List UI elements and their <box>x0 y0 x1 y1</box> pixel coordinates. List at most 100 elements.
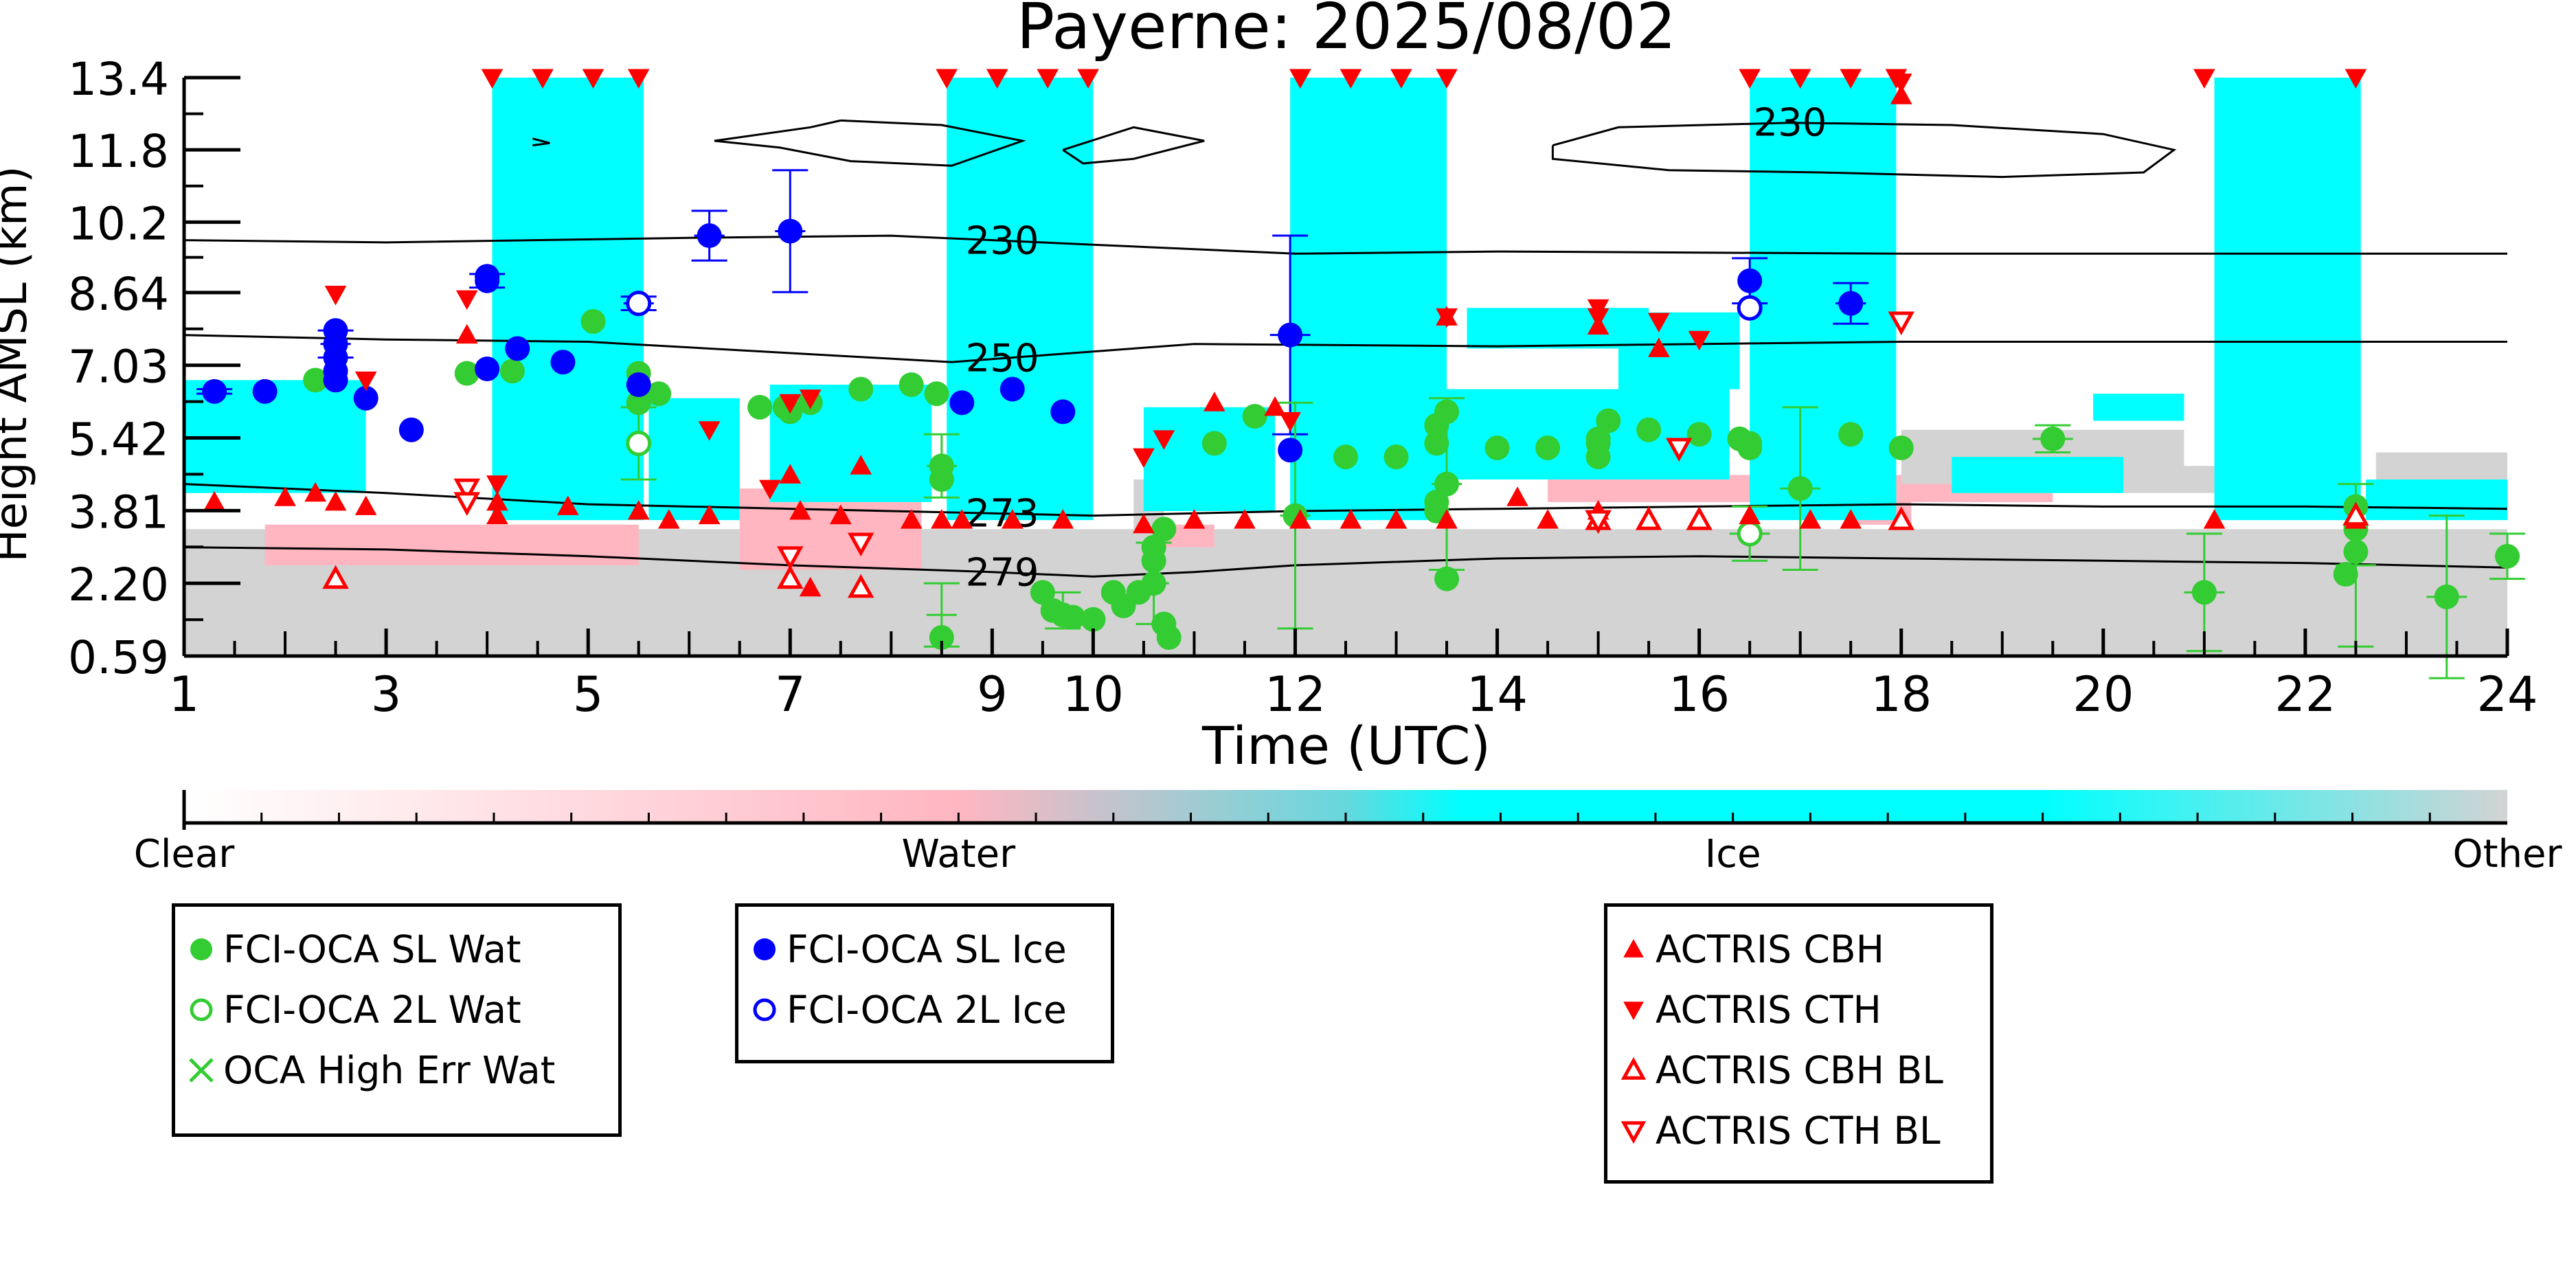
legend-marker-shape <box>190 998 213 1021</box>
actris-cbh-point <box>1183 509 1206 529</box>
legend-marker-shape <box>1623 1002 1644 1021</box>
legend-label: OCA High Err Wat <box>223 1048 556 1092</box>
legend-label: ACTRIS CTH BL <box>1656 1109 1941 1153</box>
fci-oca-sl-wat-point <box>1030 580 1055 605</box>
actris-cth-point <box>1789 69 1811 89</box>
actris-cbh-bl-point <box>1888 506 1914 530</box>
legend-marker-shape <box>753 998 776 1021</box>
fci-oca-2l-wat-point <box>626 430 652 456</box>
actris-cbh-point <box>1289 509 1311 529</box>
fci-oca-sl-ice-point <box>778 218 803 244</box>
legend-item: ACTRIS CTH <box>1607 988 1882 1032</box>
actris-cth-bl-point <box>453 478 480 503</box>
actris-cbh-point <box>1436 509 1458 529</box>
legend-ice: FCI-OCA SL Ice FCI-OCA 2L Ice <box>735 903 1114 1063</box>
x-tick-label: 20 <box>2072 666 2134 723</box>
x-axis-label: Time (UTC) <box>1201 715 1491 776</box>
actris-cbh-point <box>455 324 478 344</box>
mask-ice <box>2366 479 2507 521</box>
fci-oca-sl-wat-point <box>1585 426 1611 451</box>
legend-item: FCI-OCA 2L Ice <box>738 988 1067 1032</box>
fci-oca-sl-ice-point <box>949 390 975 416</box>
fci-oca-sl-ice-point <box>398 417 424 442</box>
legend-marker-shape <box>190 938 212 960</box>
fci-oca-sl-wat-point <box>1434 471 1460 497</box>
actris-cbh-point <box>829 504 852 525</box>
legend-label: FCI-OCA 2L Ice <box>787 988 1067 1032</box>
legend-item: FCI-OCA 2L Wat <box>175 988 521 1032</box>
fci-oca-sl-wat-point <box>1242 403 1267 429</box>
fci-oca-sl-wat-point <box>1484 435 1510 460</box>
actris-cth-point <box>354 371 377 392</box>
fci-oca-sl-wat-point <box>1787 476 1813 501</box>
actris-cth-point <box>2193 69 2215 89</box>
legend-label: ACTRIS CBH BL <box>1656 1048 1943 1092</box>
actris-cth-point <box>759 479 781 500</box>
contour-line <box>183 234 2507 255</box>
fci-oca-sl-wat-point <box>1535 435 1561 460</box>
mask-ice <box>1750 78 1897 521</box>
actris-cth-point <box>1840 69 1862 89</box>
fci-oca-sl-wat-point <box>1081 607 1106 632</box>
fci-oca-sl-ice-point <box>550 350 576 375</box>
fci-oca-sl-ice-point <box>353 385 379 411</box>
actris-cth-point <box>698 421 721 441</box>
legend-marker-icon <box>1620 1121 1647 1144</box>
legend-label: FCI-OCA SL Wat <box>223 927 521 971</box>
actris-cbh-point <box>627 499 650 520</box>
actris-cbh-point <box>789 499 811 520</box>
legend-marker-icon <box>189 1058 214 1083</box>
fci-oca-sl-wat-point <box>303 368 328 393</box>
colorbar: Clear Water Ice Other <box>134 790 2562 877</box>
fci-oca-sl-wat-point <box>1141 571 1166 596</box>
actris-cbh-point <box>2203 509 2226 529</box>
actris-cbh-point <box>274 486 296 506</box>
fci-oca-sl-wat-point <box>580 308 606 334</box>
legend-marker-icon <box>1620 1057 1647 1080</box>
actris-cth-point <box>486 475 508 495</box>
actris-cbh-point <box>1264 396 1286 416</box>
legend-marker-icon <box>754 938 776 960</box>
fci-oca-sl-wat-point <box>1151 517 1177 542</box>
fci-oca-sl-wat-point <box>929 625 954 651</box>
fci-oca-sl-wat-point <box>1585 444 1611 470</box>
fci-oca-sl-ice-point <box>1838 291 1864 316</box>
x-tick-label: 7 <box>775 666 806 723</box>
actris-cth-bl-point <box>453 492 480 517</box>
fci-oca-sl-wat-point <box>1596 408 1621 433</box>
axes: 0.59 2.20 3.81 5.42 7.03 8.64 10.2 11.8 13.4 1 3 5 7… <box>68 53 2538 723</box>
actris-cbh-point <box>779 464 802 484</box>
mask-ice <box>2214 78 2361 521</box>
actris-cbh-point <box>930 509 953 529</box>
actris-cbh-point <box>1001 509 1024 529</box>
fci-oca-sl-wat-point <box>848 376 874 402</box>
actris-cth-point <box>1289 69 1311 89</box>
actris-cth-point <box>455 290 478 310</box>
colorbar-label: Clear <box>134 832 235 877</box>
fci-oca-sl-wat-point <box>1434 399 1460 425</box>
legend-item: OCA High Err Wat <box>175 1048 555 1092</box>
actris-cbh-bl-point <box>847 574 874 598</box>
mask-water <box>264 524 639 565</box>
actris-cbh-point <box>850 455 872 475</box>
x-tick-label: 5 <box>573 666 604 723</box>
y-tick-label: 8.64 <box>68 268 169 321</box>
mask-other <box>2123 466 2215 493</box>
y-tick-label: 0.59 <box>68 631 169 684</box>
actris-cth-point <box>986 69 1008 89</box>
legend-item: FCI-OCA SL Wat <box>175 927 521 971</box>
mask-ice <box>2093 394 2184 421</box>
legend-label: ACTRIS CTH <box>1656 988 1882 1032</box>
legend-marker-shape <box>189 1058 214 1083</box>
chart-title: Payerne: 2025/08/02 <box>1017 0 1676 63</box>
fci-oca-sl-wat-point <box>2191 580 2217 605</box>
actris-cbh-bl-point <box>1686 506 1713 530</box>
contour-label: 273 <box>966 492 1039 536</box>
x-tick-label: 12 <box>1265 666 1326 723</box>
fci-oca-sl-wat-point <box>1141 534 1166 560</box>
legend-item: ACTRIS CTH BL <box>1607 1109 1941 1153</box>
actris-cbh-point <box>1234 509 1256 529</box>
x-tick-label: 1 <box>169 666 200 723</box>
actris-cth-bl-point <box>777 546 804 570</box>
y-tick-label: 3.81 <box>68 486 169 539</box>
